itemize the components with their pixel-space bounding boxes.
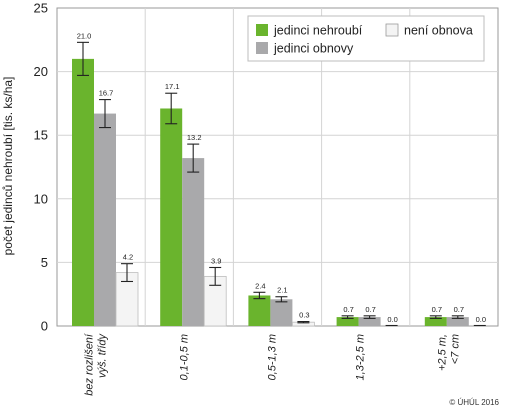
value-label: 0.7 (365, 305, 375, 314)
legend: jedinci nehroubí jedinci obnovy není obnov… (247, 15, 485, 62)
legend-swatch-3 (385, 23, 399, 37)
credit-text: © ÚHÚL 2016 (449, 398, 499, 407)
bar-2-1 (94, 113, 116, 327)
bar-1-4 (336, 317, 359, 326)
value-label: 0.7 (343, 305, 353, 314)
x-category-label-line: výš. třídy (97, 333, 109, 379)
y-tick-label: 5 (41, 255, 48, 270)
value-label: 4.2 (123, 253, 133, 262)
bar-1-2 (160, 108, 183, 326)
value-label: 2.4 (255, 281, 265, 290)
bar-1-1 (72, 58, 94, 326)
value-label: 17.1 (165, 82, 180, 91)
bar-2-3 (270, 299, 293, 326)
bar-1-5 (424, 317, 447, 326)
value-label: 16.7 (99, 89, 114, 98)
value-label: 0.0 (476, 315, 486, 324)
value-label: 2.1 (277, 286, 287, 295)
x-category-label-line: 1,3-2,5 m (355, 334, 367, 380)
y-tick-label: 20 (34, 64, 48, 79)
value-label: 0.7 (454, 305, 464, 314)
bar-2-4 (358, 317, 381, 326)
x-category-label-line: <7 cm (449, 334, 461, 364)
legend-label-1: jedinci nehroubí (273, 24, 363, 38)
bar-2-2 (182, 158, 205, 326)
y-tick-label: 10 (34, 191, 48, 206)
y-axis-title: počet jedinců nehroubí [tis. ks/ha] (1, 77, 15, 256)
value-label: 0.0 (387, 315, 397, 324)
bars (72, 58, 469, 327)
legend-label-2: jedinci obnovy (273, 42, 354, 56)
legend-swatch-2 (256, 42, 268, 54)
x-category-label-line: 0,5-1,3 m (267, 334, 279, 380)
x-category-label: +2,5 m, <7 cm (436, 334, 461, 371)
y-tick-label: 0 (41, 319, 48, 334)
y-tick-label: 25 (34, 1, 48, 16)
x-category-label: bez rozlišení výš. třídy (84, 333, 109, 396)
value-label: 0.7 (432, 305, 442, 314)
x-category-label: 0,1-0,5 m (178, 334, 190, 380)
value-label: 3.9 (211, 256, 221, 265)
error-bars (77, 41, 486, 327)
x-category-label-line: bez rozlišení (84, 333, 96, 396)
x-category-label: 0,5-1,3 m (267, 334, 279, 380)
value-labels: 21.0 16.7 4.2 17.1 13.2 3.9 2.4 2.1 0.3 0.7 0.7 0.0… (77, 31, 486, 324)
value-label: 13.2 (187, 133, 202, 142)
bar-1-3 (248, 295, 271, 326)
bar-2-5 (446, 317, 469, 326)
legend-box (247, 15, 485, 62)
x-category-label: 1,3-2,5 m (355, 334, 367, 380)
value-label: 0.3 (299, 311, 309, 320)
legend-label-3: není obnova (404, 24, 473, 38)
legend-swatch-1 (256, 24, 268, 36)
x-category-label-line: 0,1-0,5 m (178, 334, 190, 380)
x-category-label-line: +2,5 m, (436, 334, 448, 371)
y-tick-label: 15 (34, 128, 48, 143)
axes: 0 5 10 15 20 25 bez rozlišení výš. třídy 0,1-0,5… (34, 1, 462, 396)
value-label: 21.0 (77, 31, 92, 40)
